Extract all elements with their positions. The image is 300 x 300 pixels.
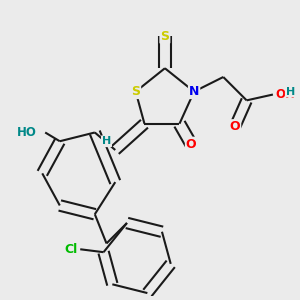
Text: Cl: Cl [65,243,78,256]
Text: H: H [286,87,295,97]
Text: N: N [189,85,199,98]
Text: O: O [186,138,196,151]
Text: S: S [131,85,140,98]
Text: S: S [160,30,169,43]
Text: HO: HO [16,126,36,139]
Text: OH: OH [276,88,296,101]
Text: H: H [102,136,111,146]
Text: O: O [230,120,240,133]
